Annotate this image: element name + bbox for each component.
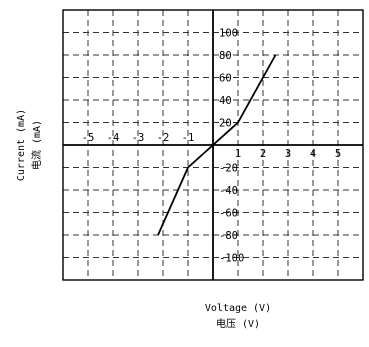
y-tick-label: -100 <box>219 253 244 265</box>
x-axis-label-cn: 电压 (V) <box>216 317 260 330</box>
x-tick-label: -1 <box>182 132 195 144</box>
y-tick-label: 100 <box>219 28 238 40</box>
x-tick-label: 3 <box>285 148 291 160</box>
y-axis-title: Current (mA) 电流 (mA) <box>16 109 43 181</box>
y-tick-label: 40 <box>219 95 232 107</box>
y-tick-label: -40 <box>219 185 238 197</box>
iv-curve <box>157 54 277 236</box>
x-tick-label: -2 <box>157 132 170 144</box>
x-tick-label: -3 <box>132 132 145 144</box>
y-tick-label: -20 <box>219 163 238 175</box>
tick-labels: -5 -4 -3 -2 -1 1 2 3 4 5 100 80 60 40 20 -20 -40 -60 -80 -1… <box>82 28 341 265</box>
series <box>157 54 277 236</box>
x-tick-label: -5 <box>82 132 95 144</box>
y-tick-label: -80 <box>219 230 238 242</box>
x-axis-title: Voltage (V) 电压 (V) <box>205 303 271 330</box>
x-tick-label: 2 <box>260 148 266 160</box>
x-tick-label: 5 <box>335 148 341 160</box>
x-tick-label: 4 <box>310 148 316 160</box>
y-axis-label-cn: 电流 (mA) <box>30 120 43 170</box>
y-tick-label: 20 <box>219 118 232 130</box>
x-axis-label-en: Voltage (V) <box>205 303 271 314</box>
y-axis-label-en: Current (mA) <box>16 109 27 181</box>
x-tick-label: -4 <box>107 132 120 144</box>
y-tick-label: -60 <box>219 208 238 220</box>
y-tick-label: 80 <box>219 50 232 62</box>
y-tick-label: 60 <box>219 73 232 85</box>
x-tick-label: 1 <box>235 148 241 160</box>
